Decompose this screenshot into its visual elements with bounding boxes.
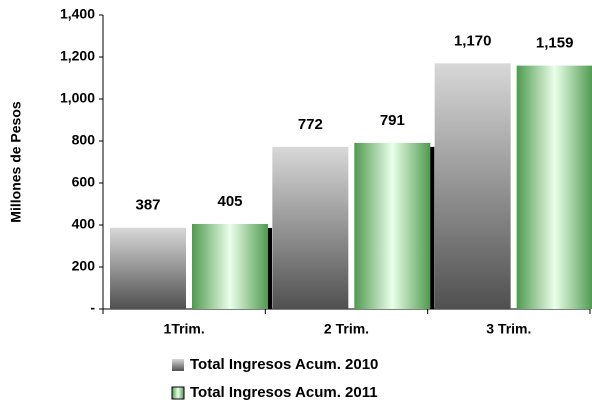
value-label: 387 <box>135 197 160 214</box>
y-tick-label: 1,000 <box>60 90 95 106</box>
value-label: 772 <box>298 116 323 133</box>
bar <box>516 65 592 309</box>
legend-label: Total Ingresos Acum. 2010 <box>190 356 378 373</box>
y-axis-label: Millones de Pesos <box>8 101 24 223</box>
value-label: 1,170 <box>454 32 492 49</box>
x-tick-label: 1Trim. <box>164 321 205 337</box>
y-tick-label: 400 <box>72 216 96 232</box>
bar <box>192 223 268 309</box>
bar <box>434 63 511 309</box>
x-tick-label: 2 Trim. <box>324 321 369 337</box>
y-tick-label: - <box>90 300 95 316</box>
y-tick-label: 200 <box>72 258 96 274</box>
value-label: 405 <box>217 193 242 210</box>
y-tick-label: 1,400 <box>60 6 95 22</box>
y-tick-label: 800 <box>72 132 96 148</box>
bar <box>272 146 349 309</box>
x-tick-label: 3 Trim. <box>486 321 531 337</box>
bar <box>354 142 431 309</box>
y-tick-label: 600 <box>72 174 96 190</box>
value-label: 791 <box>380 112 405 129</box>
legend-label: Total Ingresos Acum. 2011 <box>190 384 378 401</box>
y-tick-label: 1,200 <box>60 48 95 64</box>
bar <box>110 227 186 309</box>
legend-swatch <box>172 359 184 371</box>
legend-swatch <box>171 386 185 400</box>
value-label: 1,159 <box>536 35 574 52</box>
